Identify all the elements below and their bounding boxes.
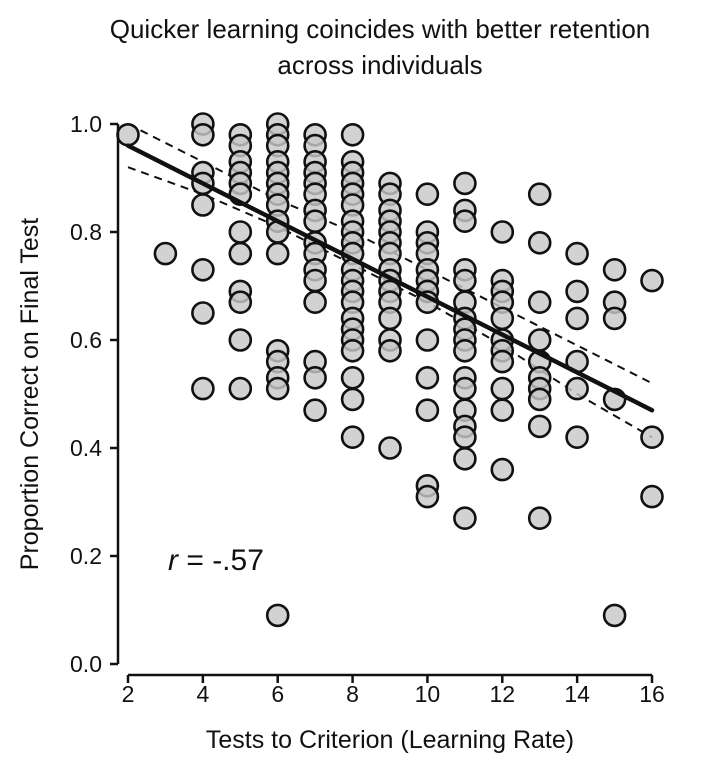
data-point: [303, 209, 327, 233]
data-point: [527, 290, 552, 315]
data-point: [340, 338, 365, 363]
data-point: [527, 231, 552, 255]
data-point: [378, 436, 402, 460]
data-point: [340, 365, 365, 390]
y-tick-label: 0.8: [70, 219, 102, 245]
axes: 0.0 0.2 0.4 0.6 0.8 1.0 2 4 6 8 10 12 14 16: [70, 111, 665, 707]
data-point: [191, 376, 215, 401]
data-point: [453, 376, 477, 401]
data-point: [228, 241, 253, 266]
x-tick-label: 16: [639, 681, 665, 707]
data-point: [527, 506, 552, 531]
data-point: [527, 387, 552, 412]
data-point: [453, 506, 477, 531]
correlation-value: = -.57: [178, 544, 264, 577]
data-point: [340, 387, 365, 412]
x-tick-label: 8: [346, 681, 359, 707]
data-point: [490, 457, 515, 482]
data-point: [415, 182, 440, 206]
data-point: [565, 425, 589, 450]
data-point: [602, 257, 627, 282]
data-point: [191, 123, 215, 147]
data-point: [565, 241, 589, 266]
data-point: [340, 123, 365, 147]
data-point: [378, 338, 402, 363]
data-point: [527, 182, 552, 206]
x-tick-label: 14: [564, 681, 590, 707]
data-point: [490, 349, 515, 374]
y-tick-label: 0.0: [70, 651, 102, 677]
data-point: [303, 365, 327, 390]
data-point: [453, 425, 477, 450]
data-point: [228, 376, 253, 401]
data-point: [415, 365, 440, 390]
y-tick-label: 0.2: [70, 543, 102, 569]
data-point: [303, 398, 327, 423]
data-point: [191, 193, 215, 217]
data-point: [640, 484, 664, 509]
data-point: [415, 328, 440, 352]
data-point: [490, 306, 515, 331]
data-point: [565, 376, 589, 401]
data-point: [303, 290, 327, 315]
data-point: [453, 446, 477, 471]
chart-title: Quicker learning coincides with better r…: [110, 14, 651, 80]
data-point: [265, 241, 290, 266]
correlation-symbol: r: [168, 544, 179, 577]
data-point: [602, 603, 627, 628]
data-point: [228, 220, 253, 244]
chart-title-line-2: across individuals: [277, 50, 482, 80]
data-point: [490, 220, 515, 244]
data-point: [565, 279, 589, 304]
data-point: [340, 425, 365, 450]
x-tick-label: 6: [271, 681, 284, 707]
data-point: [303, 268, 327, 293]
data-point: [453, 171, 477, 196]
data-point: [191, 301, 215, 325]
data-point: [415, 484, 440, 509]
x-tick-label: 12: [489, 681, 515, 707]
data-point: [453, 268, 477, 293]
data-point: [265, 376, 290, 401]
data-point: [527, 414, 552, 439]
data-point: [453, 209, 477, 233]
data-point: [415, 398, 440, 423]
correlation-annotation: r = -.57: [168, 544, 264, 577]
x-tick-label: 2: [122, 681, 135, 707]
data-point: [490, 376, 515, 401]
data-point: [265, 603, 290, 628]
data-point: [228, 328, 253, 352]
data-point: [640, 425, 664, 450]
y-tick-label: 1.0: [70, 111, 102, 137]
x-tick-label: 10: [415, 681, 441, 707]
regression-line-group: [125, 143, 655, 413]
regression-line: [125, 143, 655, 413]
data-point: [453, 338, 477, 363]
y-tick-label: 0.4: [70, 435, 102, 461]
x-axis-label: Tests to Criterion (Learning Rate): [206, 726, 574, 754]
data-point: [565, 306, 589, 331]
data-point: [191, 257, 215, 282]
y-tick-label: 0.6: [70, 327, 102, 353]
data-point: [116, 123, 140, 147]
y-axis-label: Proportion Correct on Final Test: [16, 218, 44, 571]
data-point: [602, 306, 627, 331]
x-tick-label: 4: [196, 681, 209, 707]
data-point: [490, 398, 515, 423]
chart-title-line-1: Quicker learning coincides with better r…: [110, 14, 651, 44]
data-point: [153, 241, 178, 266]
data-points: [116, 112, 664, 628]
data-point: [228, 290, 253, 315]
data-point: [378, 306, 402, 331]
data-point: [640, 268, 664, 293]
